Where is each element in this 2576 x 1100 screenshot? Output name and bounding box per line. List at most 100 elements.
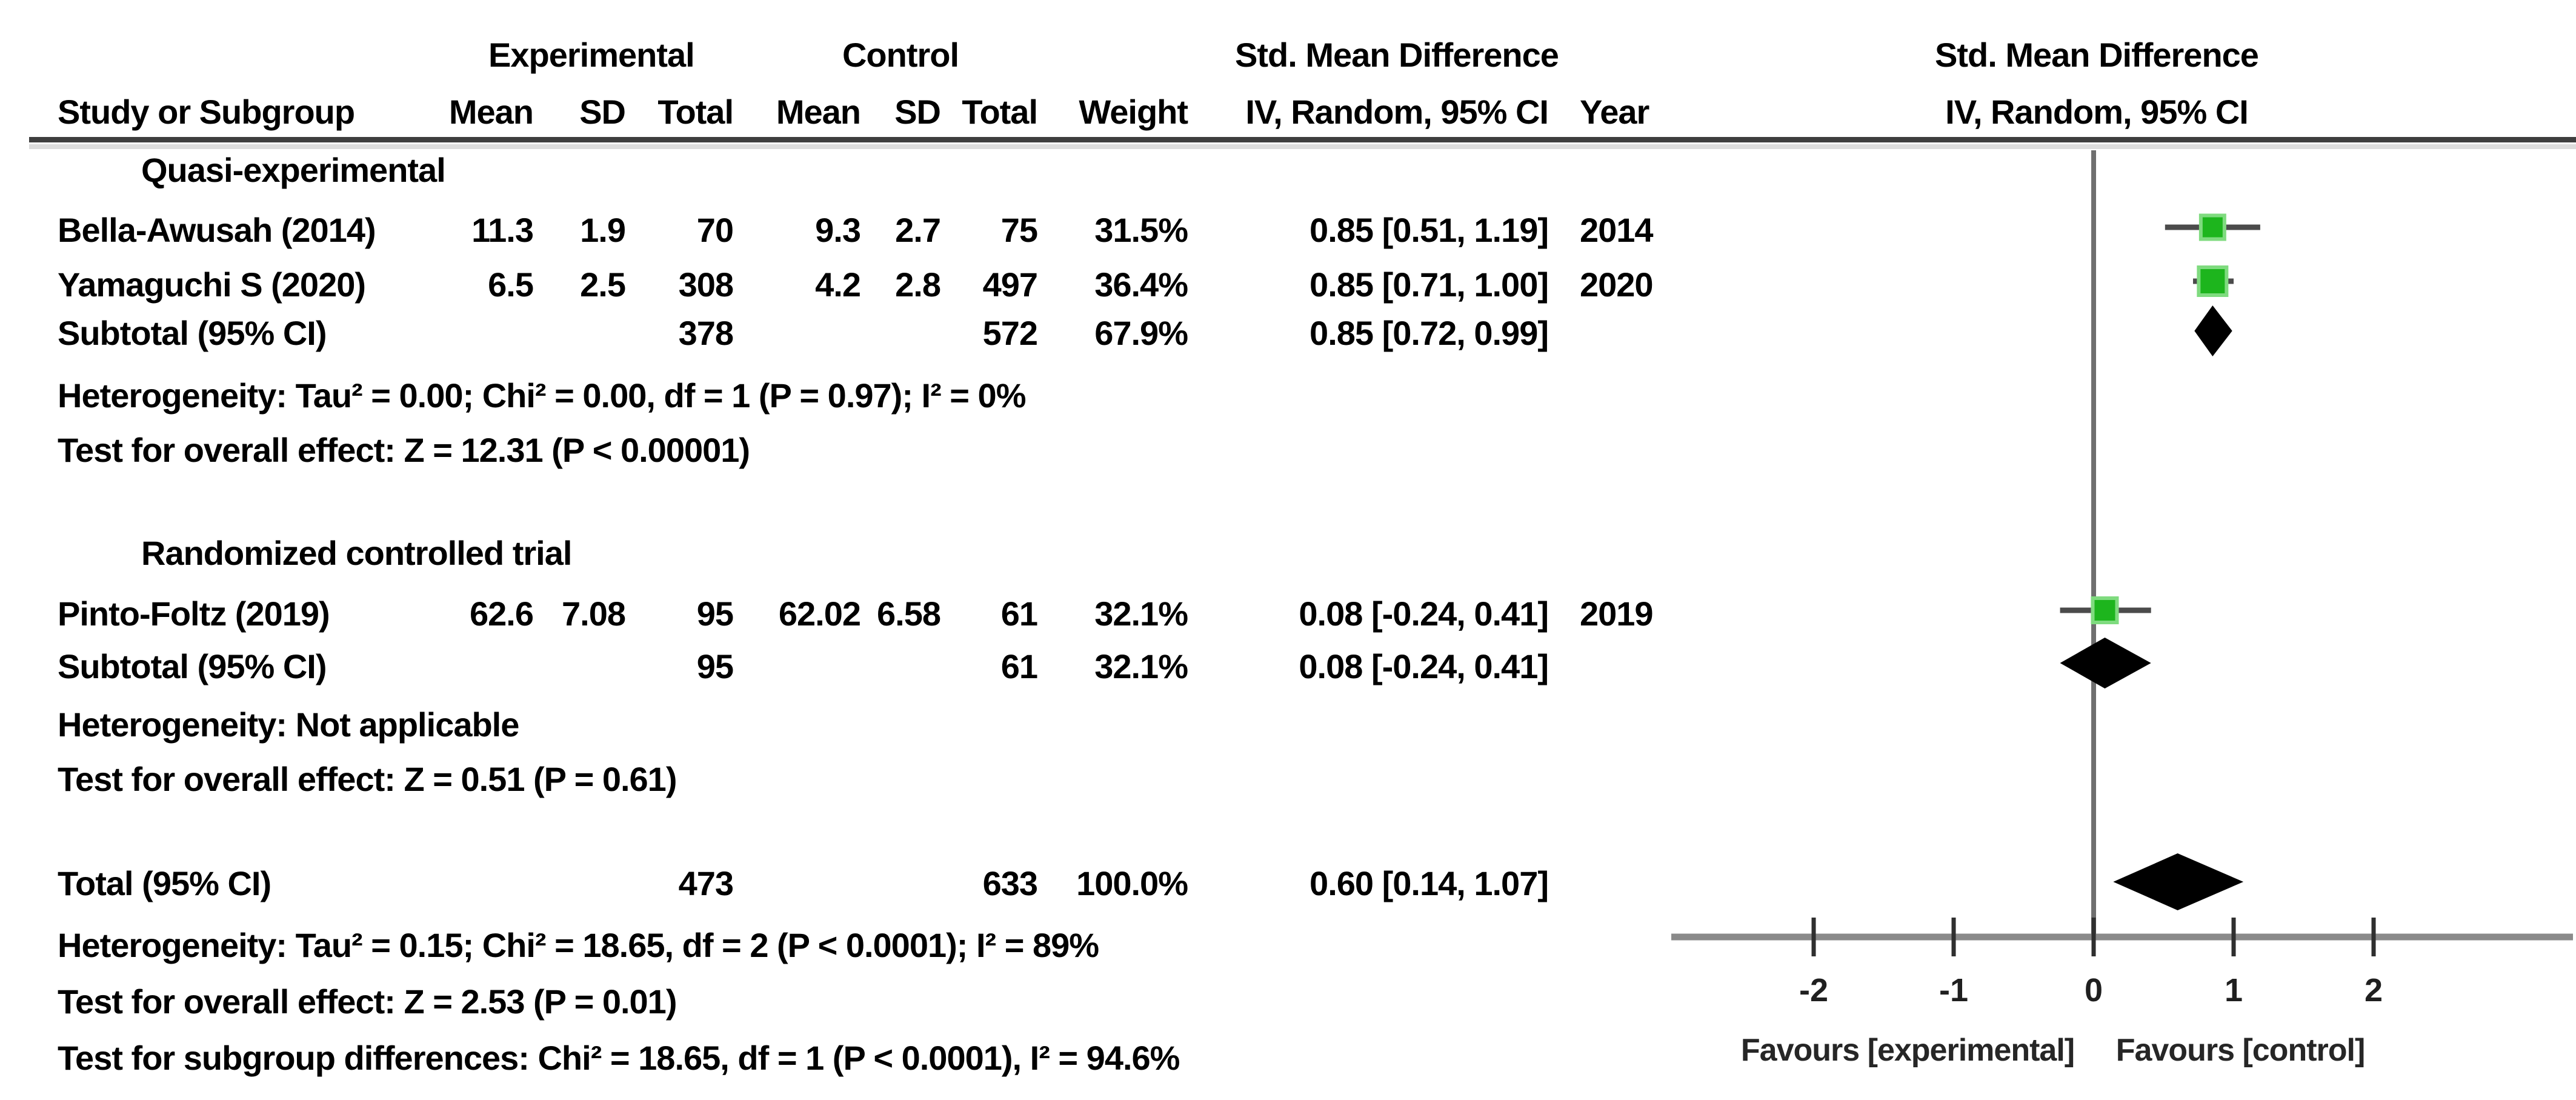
total-control: 497 bbox=[982, 265, 1038, 304]
axis-tick-label: 0 bbox=[2085, 972, 2103, 1008]
subtotal-row: Subtotal (95% CI) 378 572 67.9% 0.85 [0.… bbox=[0, 313, 2576, 365]
total-total-experimental: 473 bbox=[678, 864, 734, 902]
subgroup-differences-text: Test for subgroup differences: Chi² = 18… bbox=[58, 1039, 1180, 1077]
year-value: 2019 bbox=[1580, 595, 1654, 633]
study-row: Bella-Awusah (2014) 11.3 1.9 70 9.3 2.7 … bbox=[0, 210, 2576, 262]
col-header-total-exp: Total bbox=[657, 93, 734, 131]
effect-ci-value: 0.08 [-0.24, 0.41] bbox=[1299, 595, 1549, 633]
subtotal-weight: 32.1% bbox=[1094, 647, 1188, 685]
effect-ci-value: 0.85 [0.51, 1.19] bbox=[1310, 211, 1549, 249]
subtotal-label: Subtotal (95% CI) bbox=[58, 314, 327, 352]
heterogeneity-line: Heterogeneity: Not applicable bbox=[0, 705, 2576, 757]
total-label: Total (95% CI) bbox=[58, 864, 271, 902]
year-value: 2014 bbox=[1580, 211, 1654, 249]
header-separator-shadow bbox=[29, 144, 2576, 149]
header-separator-line bbox=[29, 137, 2576, 142]
mean-experimental: 62.6 bbox=[470, 595, 534, 633]
subtotal-label: Subtotal (95% CI) bbox=[58, 647, 327, 685]
effect-square bbox=[2197, 265, 2229, 297]
total-effect-ci: 0.60 [0.14, 1.07] bbox=[1310, 864, 1549, 902]
group-header-row: Experimental Control Std. Mean Differenc… bbox=[0, 35, 2576, 87]
total-control: 61 bbox=[1000, 595, 1038, 633]
col-header-mean-exp: Mean bbox=[448, 93, 534, 131]
col-header-study: Study or Subgroup bbox=[58, 93, 355, 131]
total-experimental: 308 bbox=[678, 265, 734, 304]
study-row: Yamaguchi S (2020) 6.5 2.5 308 4.2 2.8 4… bbox=[0, 265, 2576, 317]
experimental-group-header: Experimental bbox=[488, 36, 695, 74]
study-name: Yamaguchi S (2020) bbox=[58, 265, 366, 304]
mean-control: 62.02 bbox=[778, 595, 861, 633]
sd-control: 6.58 bbox=[877, 595, 941, 633]
overall-effect-text: Test for overall effect: Z = 2.53 (P = 0… bbox=[58, 982, 677, 1021]
col-header-sd-ctl: SD bbox=[894, 93, 941, 131]
overall-effect-line: Test for overall effect: Z = 0.51 (P = 0… bbox=[0, 759, 2576, 812]
total-experimental: 95 bbox=[696, 595, 734, 633]
weight-value: 32.1% bbox=[1094, 595, 1188, 633]
mean-control: 9.3 bbox=[815, 211, 861, 249]
heterogeneity-text: Heterogeneity: Tau² = 0.00; Chi² = 0.00,… bbox=[58, 376, 1026, 415]
subtotal-effect-ci: 0.08 [-0.24, 0.41] bbox=[1299, 647, 1549, 685]
col-header-ci: IV, Random, 95% CI bbox=[1245, 93, 1549, 131]
axis-tick-label: -2 bbox=[1799, 972, 1828, 1008]
subtotal-effect-ci: 0.85 [0.72, 0.99] bbox=[1310, 314, 1549, 352]
control-group-header: Control bbox=[842, 36, 959, 74]
heterogeneity-line: Heterogeneity: Tau² = 0.00; Chi² = 0.00,… bbox=[0, 376, 2576, 428]
overall-effect-line: Test for overall effect: Z = 12.31 (P < … bbox=[0, 430, 2576, 482]
pooled-diamond bbox=[2060, 638, 2151, 688]
column-header-row: Study or Subgroup Mean SD Total Mean SD … bbox=[0, 92, 2576, 144]
sd-control: 2.7 bbox=[895, 211, 941, 249]
total-weight: 100.0% bbox=[1076, 864, 1188, 902]
heterogeneity-text: Heterogeneity: Not applicable bbox=[58, 705, 519, 744]
year-value: 2020 bbox=[1580, 265, 1654, 304]
heterogeneity-text: Heterogeneity: Tau² = 0.15; Chi² = 18.65… bbox=[58, 926, 1099, 964]
plot-title: Std. Mean Difference bbox=[1935, 36, 2259, 74]
mean-experimental: 11.3 bbox=[471, 211, 534, 249]
subgroup-header-row: Quasi-experimental bbox=[0, 150, 2576, 202]
study-row: Pinto-Foltz (2019) 62.6 7.08 95 62.02 6.… bbox=[0, 594, 2576, 646]
total-experimental: 70 bbox=[696, 211, 734, 249]
study-name: Pinto-Foltz (2019) bbox=[58, 595, 330, 633]
axis-tick-label: 1 bbox=[2225, 972, 2243, 1008]
effect-square bbox=[2091, 596, 2119, 624]
heterogeneity-line: Heterogeneity: Tau² = 0.15; Chi² = 18.65… bbox=[0, 925, 2576, 978]
effect-square bbox=[2198, 213, 2226, 241]
col-header-mean-ctl: Mean bbox=[776, 93, 861, 131]
col-header-total-ctl: Total bbox=[962, 93, 1038, 131]
mean-experimental: 6.5 bbox=[488, 265, 534, 304]
pooled-diamond bbox=[2113, 853, 2244, 910]
subgroup-differences-line: Test for subgroup differences: Chi² = 18… bbox=[0, 1038, 2576, 1090]
subgroup-header-row: Randomized controlled trial bbox=[0, 533, 2576, 585]
pooled-diamond bbox=[2194, 305, 2232, 356]
overall-effect-text: Test for overall effect: Z = 12.31 (P < … bbox=[58, 431, 750, 469]
total-row: Total (95% CI) 473 633 100.0% 0.60 [0.14… bbox=[0, 864, 2576, 916]
axis-tick-label: 2 bbox=[2365, 972, 2383, 1008]
total-total-control: 633 bbox=[982, 864, 1038, 902]
subtotal-total-control: 572 bbox=[982, 314, 1038, 352]
favours-experimental-label: Favours [experimental] bbox=[1741, 1033, 2074, 1068]
plot-subtitle: IV, Random, 95% CI bbox=[1945, 93, 2249, 131]
smd-column-group-header: Std. Mean Difference bbox=[1235, 36, 1559, 74]
weight-value: 31.5% bbox=[1094, 211, 1188, 249]
overall-effect-line: Test for overall effect: Z = 2.53 (P = 0… bbox=[0, 982, 2576, 1034]
subtotal-row: Subtotal (95% CI) 95 61 32.1% 0.08 [-0.2… bbox=[0, 647, 2576, 699]
weight-value: 36.4% bbox=[1094, 265, 1188, 304]
total-control: 75 bbox=[1000, 211, 1038, 249]
sd-experimental: 1.9 bbox=[580, 211, 626, 249]
overall-effect-text: Test for overall effect: Z = 0.51 (P = 0… bbox=[58, 760, 677, 798]
sd-experimental: 7.08 bbox=[562, 595, 626, 633]
subtotal-total-experimental: 378 bbox=[678, 314, 734, 352]
axis-tick-label: -1 bbox=[1939, 972, 1968, 1008]
favours-control-label: Favours [control] bbox=[2116, 1033, 2365, 1068]
subtotal-total-experimental: 95 bbox=[696, 647, 734, 685]
col-header-sd-exp: SD bbox=[579, 93, 626, 131]
col-header-year: Year bbox=[1580, 93, 1649, 131]
sd-experimental: 2.5 bbox=[580, 265, 626, 304]
subgroup-label: Randomized controlled trial bbox=[141, 534, 572, 572]
col-header-weight: Weight bbox=[1079, 93, 1188, 131]
subgroup-label: Quasi-experimental bbox=[141, 151, 446, 189]
study-name: Bella-Awusah (2014) bbox=[58, 211, 376, 249]
sd-control: 2.8 bbox=[895, 265, 941, 304]
mean-control: 4.2 bbox=[815, 265, 861, 304]
